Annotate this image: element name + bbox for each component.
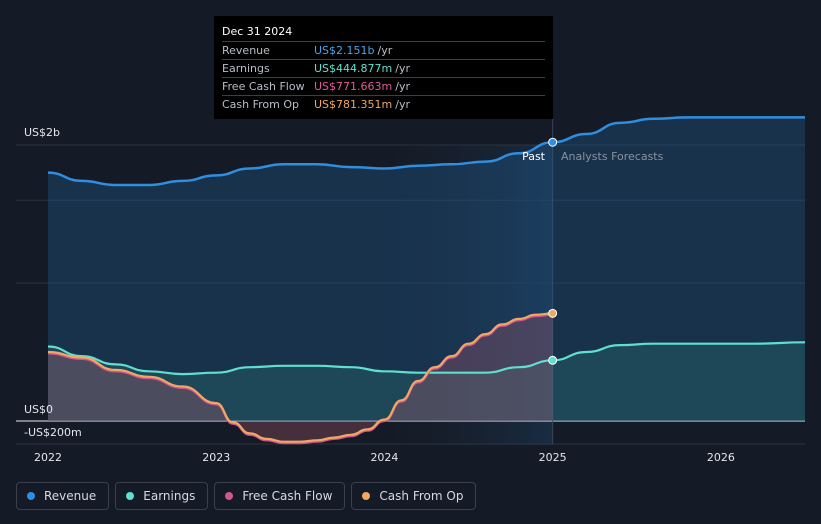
revenue-marker[interactable] <box>548 137 558 147</box>
tooltip-row-unit: /yr <box>395 98 410 111</box>
earnings-line <box>47 341 806 376</box>
tooltip-row: Cash From Op US$781.351m/yr <box>222 95 545 113</box>
earnings-area <box>48 342 805 421</box>
x-tick-label: 2022 <box>34 451 62 464</box>
tooltip-row-value: US$771.663m <box>314 80 393 93</box>
y-label-bottom: -US$200m <box>24 426 82 439</box>
fcf-line <box>47 313 553 445</box>
legend-label: Earnings <box>143 489 196 503</box>
legend-dot-icon <box>126 492 135 500</box>
chart-canvas: US$2b US$0 -US$200m Past Analysts Foreca… <box>16 116 806 464</box>
tooltip-row: Free Cash Flow US$771.663m/yr <box>222 77 545 95</box>
tooltip-row-label: Cash From Op <box>222 98 300 111</box>
tooltip-row-value: US$2.151b <box>314 44 375 57</box>
forecast-label: Analysts Forecasts <box>561 150 664 163</box>
x-tick-label: 2024 <box>370 451 398 464</box>
legend-dot-icon <box>225 492 234 500</box>
tooltip-row-label: Earnings <box>222 62 270 75</box>
past-region-shade <box>384 145 553 445</box>
y-label-top: US$2b <box>24 126 60 139</box>
legend-label: Cash From Op <box>379 489 464 503</box>
tooltip-row-value: US$781.351m <box>314 98 393 111</box>
x-tick-label: 2023 <box>202 451 230 464</box>
legend-dot-icon <box>362 492 371 500</box>
tooltip-date: Dec 31 2024 <box>222 25 293 38</box>
legend-item-free-cash-flow[interactable]: Free Cash Flow <box>214 482 346 510</box>
y-label-zero: US$0 <box>24 403 53 416</box>
legend-item-cash-from-op[interactable]: Cash From Op <box>351 482 477 510</box>
cfo-line <box>47 312 553 443</box>
x-tick-label: 2026 <box>707 451 735 464</box>
legend-item-earnings[interactable]: Earnings <box>115 482 209 510</box>
legend-label: Revenue <box>44 489 97 503</box>
cfo-marker[interactable] <box>548 308 558 318</box>
tooltip-row: Earnings US$444.877m/yr <box>222 59 545 77</box>
past-label: Past <box>522 150 546 163</box>
tooltip-row-value: US$444.877m <box>314 62 393 75</box>
tooltip: Dec 31 2024 Revenue US$2.151b/yr Earnings U… <box>214 16 553 119</box>
earnings-marker[interactable] <box>548 355 558 365</box>
tooltip-row-unit: /yr <box>395 62 410 75</box>
tooltip-row: Revenue US$2.151b/yr <box>222 41 545 59</box>
x-tick-label: 2025 <box>539 451 567 464</box>
cfo-area <box>48 313 553 442</box>
revenue-line <box>47 116 805 187</box>
tooltip-row-unit: /yr <box>395 80 410 93</box>
tooltip-row-label: Free Cash Flow <box>222 80 305 93</box>
legend: Revenue Earnings Free Cash Flow Cash From O… <box>16 482 477 512</box>
legend-label: Free Cash Flow <box>242 489 333 503</box>
tooltip-row-label: Revenue <box>222 44 270 57</box>
legend-dot-icon <box>27 492 35 500</box>
legend-item-revenue[interactable]: Revenue <box>16 482 110 510</box>
tooltip-row-unit: /yr <box>377 44 393 57</box>
